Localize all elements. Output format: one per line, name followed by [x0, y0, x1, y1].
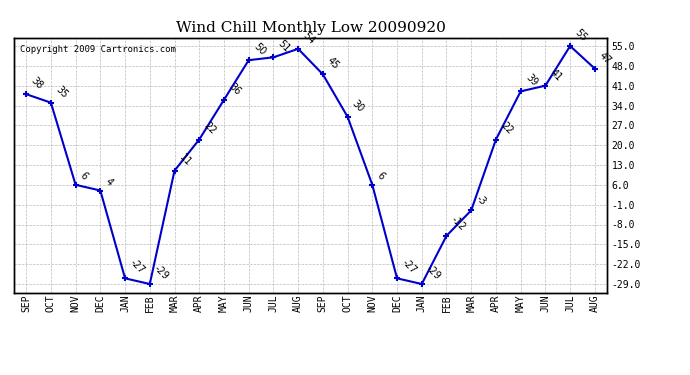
- Text: 47: 47: [598, 50, 613, 66]
- Text: -29: -29: [424, 263, 443, 281]
- Text: 35: 35: [54, 84, 70, 100]
- Text: 4: 4: [103, 176, 115, 188]
- Text: 51: 51: [276, 39, 292, 54]
- Text: 6: 6: [79, 171, 90, 182]
- Text: Copyright 2009 Cartronics.com: Copyright 2009 Cartronics.com: [20, 45, 176, 54]
- Text: 50: 50: [251, 42, 267, 57]
- Text: -27: -27: [128, 257, 146, 276]
- Text: 54: 54: [301, 30, 317, 46]
- Text: 41: 41: [548, 67, 564, 83]
- Text: 55: 55: [573, 27, 589, 43]
- Text: -3: -3: [474, 194, 488, 207]
- Text: 11: 11: [177, 152, 193, 168]
- Text: 38: 38: [29, 76, 45, 92]
- Text: -12: -12: [449, 215, 468, 233]
- Title: Wind Chill Monthly Low 20090920: Wind Chill Monthly Low 20090920: [175, 21, 446, 35]
- Text: 6: 6: [375, 171, 386, 182]
- Text: 22: 22: [202, 121, 218, 137]
- Text: 45: 45: [326, 56, 342, 72]
- Text: -27: -27: [400, 257, 418, 276]
- Text: -29: -29: [152, 263, 171, 281]
- Text: 36: 36: [227, 81, 242, 97]
- Text: 22: 22: [499, 121, 515, 137]
- Text: 30: 30: [351, 98, 366, 114]
- Text: 39: 39: [524, 73, 539, 88]
